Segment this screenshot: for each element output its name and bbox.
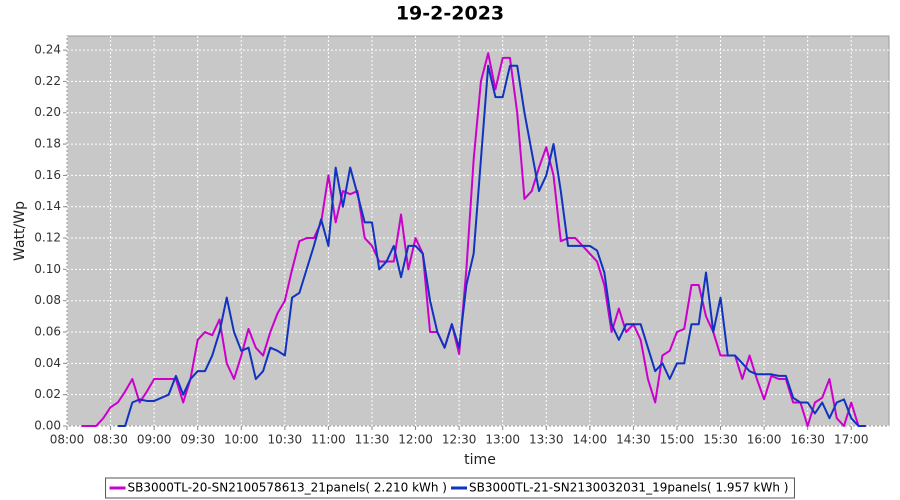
x-tick-label: 11:30	[355, 433, 390, 447]
y-tick-label: 0.24	[34, 43, 61, 57]
x-axis-label: time	[464, 452, 496, 468]
y-tick-label: 0.00	[34, 419, 61, 433]
x-tick-label: 14:00	[573, 433, 608, 447]
x-tick-label: 13:00	[485, 433, 520, 447]
x-tick-label: 12:00	[398, 433, 433, 447]
x-tick-label: 17:00	[834, 433, 869, 447]
y-tick-label: 0.20	[34, 105, 61, 119]
legend-label: SB3000TL-20-SN2100578613_21panels( 2.210…	[128, 481, 447, 495]
x-tick-label: 15:00	[660, 433, 695, 447]
y-tick-label: 0.18	[34, 137, 61, 151]
x-tick-label: 16:00	[747, 433, 782, 447]
chart-title: 19-2-2023	[396, 3, 504, 25]
grid: 0.00 0.02 0.04 0.06 0.08 0.10 0.12 0.14 0.16 0.18…	[34, 36, 889, 447]
legend: SB3000TL-20-SN2100578613_21panels( 2.210…	[105, 477, 795, 499]
series-line	[117, 64, 866, 427]
legend-box	[105, 477, 795, 499]
y-axis-label: Watt/Wp	[12, 201, 28, 261]
y-tick-label: 0.22	[34, 74, 61, 88]
plot-area	[66, 35, 890, 427]
y-tick-label: 0.12	[34, 231, 61, 245]
lines	[81, 52, 866, 427]
x-tick-label: 11:00	[311, 433, 346, 447]
y-tick-label: 0.10	[34, 262, 61, 276]
y-tick-label: 0.14	[34, 199, 61, 213]
x-tick-label: 12:30	[442, 433, 477, 447]
x-tick-label: 13:30	[529, 433, 564, 447]
x-tick-label: 08:30	[93, 433, 128, 447]
x-tick-label: 09:30	[180, 433, 215, 447]
y-tick-label: 0.06	[34, 325, 61, 339]
y-tick-label: 0.16	[34, 168, 61, 182]
x-tick-label: 08:00	[50, 433, 85, 447]
x-tick-label: 16:30	[790, 433, 825, 447]
y-tick-label: 0.02	[34, 387, 61, 401]
legend-label: SB3000TL-21-SN2130032031_19panels( 1.957…	[469, 481, 788, 495]
x-tick-label: 15:30	[703, 433, 738, 447]
x-tick-label: 14:30	[616, 433, 651, 447]
x-tick-label: 09:00	[137, 433, 172, 447]
x-tick-label: 10:30	[268, 433, 303, 447]
y-tick-label: 0.04	[34, 356, 61, 370]
y-tick-label: 0.08	[34, 293, 61, 307]
x-tick-label: 10:00	[224, 433, 259, 447]
